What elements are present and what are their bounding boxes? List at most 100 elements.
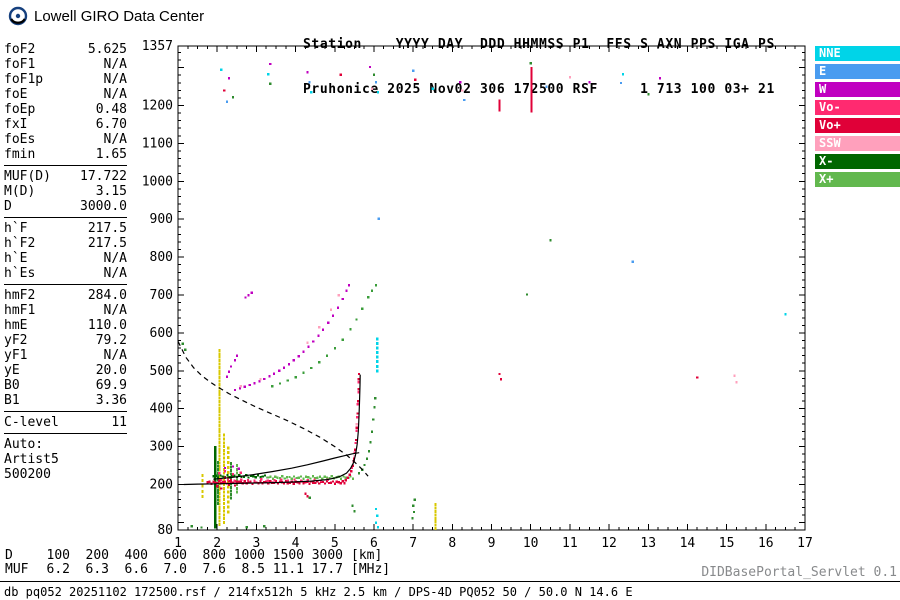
station-header: Station YYYY DAY DDD HHMMSS P1 FFS S AXN… (303, 7, 775, 112)
muf-row-value: 1000 (233, 548, 265, 563)
x-tick-label: 13 (640, 536, 656, 551)
parameter-value: N/A (103, 72, 127, 87)
parameter-name: h`F (4, 221, 28, 236)
x-tick-label: 17 (797, 536, 813, 551)
station-header-columns: Station YYYY DAY DDD HHMMSS P1 FFS S AXN… (303, 37, 775, 52)
muf-row-unit: [MHz] (351, 562, 391, 577)
measurement-info: db pq052 20251102 172500.rsf / 214fx512h… (4, 585, 633, 599)
x-tick-label: 12 (601, 536, 617, 551)
parameter-value: N/A (103, 251, 127, 266)
band-es-green-4 (235, 464, 238, 494)
muf-row-value: 3000 (311, 548, 343, 563)
parameter-name: h`F2 (4, 236, 36, 251)
muf-row-value: 7.6 (202, 562, 226, 577)
series-noise-red (216, 73, 699, 498)
x-axis-ticks (177, 46, 806, 530)
legend-entry-ssw: SSW (815, 136, 900, 151)
y-tick-label: 1357 (142, 39, 173, 54)
series-multi-hop-w (224, 291, 253, 470)
muf-row-value: 6.3 (85, 562, 109, 577)
parameter-name: MUF(D) (4, 169, 51, 184)
muf-row-value: 600 (163, 548, 187, 563)
parameter-value: 3.36 (95, 393, 127, 408)
parameter-name: foF1p (4, 72, 44, 87)
parameter-row-b1: B1 3.36 (4, 393, 127, 408)
parameter-name: foE (4, 87, 28, 102)
y-tick-label: 900 (150, 212, 173, 227)
muf-row-value: 400 (124, 548, 148, 563)
parameter-value: 20.0 (95, 363, 127, 378)
legend-entry-vo: Vo- (815, 100, 900, 115)
parameter-value: 11 (111, 415, 127, 430)
curve-transmission-curve (177, 341, 369, 477)
parameter-name: B1 (4, 393, 20, 408)
parameter-divider (4, 433, 127, 434)
parameter-name: C-level (4, 415, 59, 430)
muf-table-row-d: D 100 200 400 600 800 1000 1500 3000 [km] (5, 549, 390, 563)
parameter-row-mufd: MUF(D) 17.722 (4, 169, 127, 184)
parameter-row-he: h`E N/A (4, 251, 127, 266)
legend-entry-nne: NNE (815, 46, 900, 61)
parameter-row-clevel: C-level 11 (4, 415, 127, 430)
legend-entry-w: W (815, 82, 900, 97)
x-axis-labels: 1 2 3 4 5 6 7 8 9 10 11 12 13 14 15 16 17 (174, 536, 813, 551)
y-tick-label: 1000 (142, 174, 173, 189)
legend-entry-x: X- (815, 154, 900, 169)
parameter-row-yf1: yF1 N/A (4, 348, 127, 363)
y-tick-label: 200 (150, 478, 173, 493)
footer-divider (0, 581, 900, 582)
muf-row-value: 800 (202, 548, 226, 563)
parameter-name: yF2 (4, 333, 28, 348)
parameter-row-fof1: foF1 N/A (4, 57, 127, 72)
servlet-version-label: DIDBasePortal_Servlet 0.1 (701, 565, 897, 580)
parameter-divider (4, 284, 127, 285)
x-tick-label: 4 (292, 536, 300, 551)
parameter-value: N/A (103, 132, 127, 147)
muf-row-value: 200 (85, 548, 109, 563)
echo-direction-legend: NNE E W Vo- Vo+ SSW X- X+ (815, 46, 900, 190)
parameter-value: 0.48 (95, 102, 127, 117)
logo: Lowell GIRO Data Center (8, 6, 204, 26)
x-tick-label: 10 (523, 536, 539, 551)
parameter-row-fxi: fxI 6.70 (4, 117, 127, 132)
x-tick-label: 3 (252, 536, 260, 551)
parameter-value: N/A (103, 87, 127, 102)
y-tick-label: 300 (150, 440, 173, 455)
y-tick-label: 400 (150, 402, 173, 417)
x-tick-label: 16 (758, 536, 774, 551)
parameter-name: fxI (4, 117, 28, 132)
parameter-row-auto: Auto: (4, 437, 127, 452)
band-noise-red-col2 (498, 99, 501, 112)
x-tick-label: 6 (370, 536, 378, 551)
x-tick-label: 9 (488, 536, 496, 551)
series-noise-cyan (220, 68, 787, 529)
series-ssw-sprinkle (239, 76, 738, 458)
x-tick-label: 5 (331, 536, 339, 551)
y-tick-label: 600 (150, 326, 173, 341)
x-tick-label: 1 (174, 536, 182, 551)
muf-row-label: MUF (5, 562, 29, 577)
x-tick-label: 8 (448, 536, 456, 551)
parameter-value: 6.70 (95, 117, 127, 132)
parameter-name: foEs (4, 132, 36, 147)
parameter-row-fof2: foF2 5.625 (4, 42, 127, 57)
parameter-row-fmin: fmin 1.65 (4, 147, 127, 162)
parameter-divider (4, 165, 127, 166)
series-noise-pink (218, 469, 242, 476)
parameter-name: foF2 (4, 42, 36, 57)
muf-row-label: D (5, 548, 13, 563)
parameter-name: yE (4, 363, 20, 378)
legend-entry-e: E (815, 64, 900, 79)
parameter-value: 110.0 (87, 318, 127, 333)
parameter-name: hmF2 (4, 288, 36, 303)
parameter-row-hmf2: hmF2 284.0 (4, 288, 127, 303)
y-axis-labels: 1357 1200 1100 1000 900 800 700 600 500 400 300 200… (142, 39, 173, 538)
y-tick-label: 700 (150, 288, 173, 303)
parameter-row-500200: 500200 (4, 467, 127, 482)
parameter-name: h`Es (4, 266, 36, 281)
muf-row-value: 1500 (272, 548, 304, 563)
parameter-value: 79.2 (95, 333, 127, 348)
muf-row-value: 17.7 (311, 562, 343, 577)
parameter-name: foEp (4, 102, 36, 117)
band-rfi-yellow-5 (434, 503, 437, 530)
